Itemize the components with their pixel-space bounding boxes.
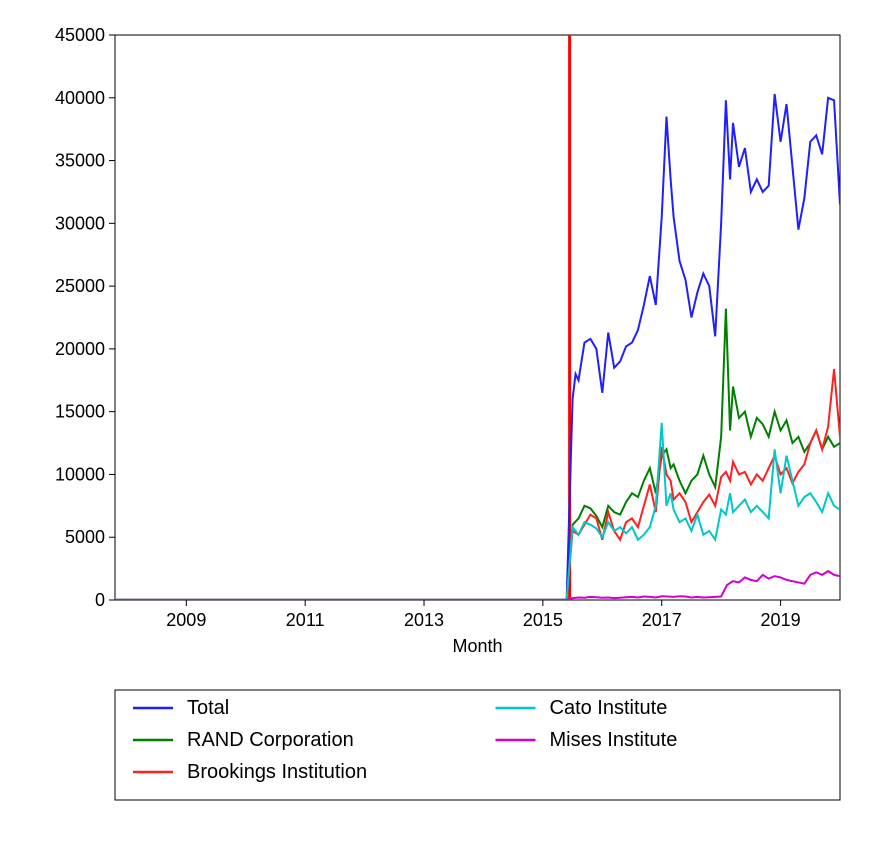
series-line — [115, 571, 840, 600]
y-tick-label: 10000 — [55, 464, 105, 484]
x-tick-label: 2015 — [523, 610, 563, 630]
y-tick-label: 30000 — [55, 213, 105, 233]
y-tick-label: 45000 — [55, 25, 105, 45]
x-tick-label: 2013 — [404, 610, 444, 630]
series-line — [115, 309, 840, 600]
x-tick-label: 2019 — [761, 610, 801, 630]
legend-label: Total — [187, 697, 229, 719]
y-tick-label: 0 — [95, 590, 105, 610]
y-tick-label: 15000 — [55, 402, 105, 422]
legend-label: Mises Institute — [550, 729, 678, 751]
y-tick-label: 25000 — [55, 276, 105, 296]
legend-label: Brookings Institution — [187, 761, 367, 783]
line-chart: 0 5000 10000 15000 20000 25000 30000 35000 40000… — [20, 20, 862, 823]
x-axis-label: Month — [452, 636, 502, 656]
x-tick-label: 2017 — [642, 610, 682, 630]
series-line — [115, 94, 840, 600]
y-tick-label: 5000 — [65, 527, 105, 547]
x-tick-label: 2009 — [166, 610, 206, 630]
y-tick-label: 40000 — [55, 88, 105, 108]
y-tick-label: 35000 — [55, 151, 105, 171]
legend-label: Cato Institute — [550, 697, 668, 719]
legend-label: RAND Corporation — [187, 729, 354, 751]
series-line — [115, 423, 840, 600]
plot-group — [115, 35, 840, 600]
x-tick-label: 2011 — [286, 610, 325, 630]
chart-svg: 0 5000 10000 15000 20000 25000 30000 35000 40000… — [20, 20, 862, 823]
plot-spines — [115, 35, 840, 600]
y-tick-label: 20000 — [55, 339, 105, 359]
